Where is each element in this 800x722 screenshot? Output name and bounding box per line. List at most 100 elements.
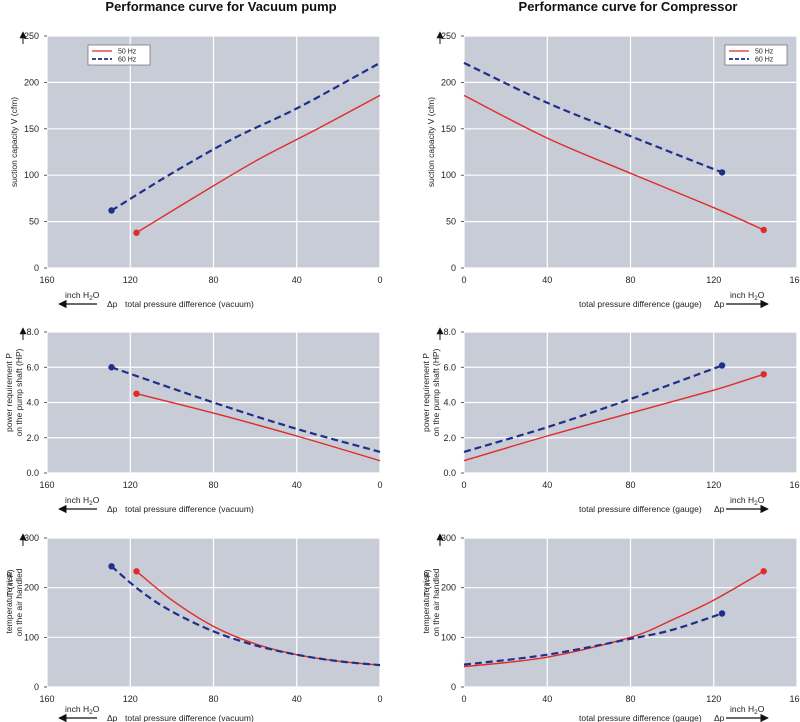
series-endpoint-50-hz bbox=[133, 390, 140, 397]
y-tick-label: 2.0 bbox=[443, 433, 456, 443]
x-tick-label: 0 bbox=[461, 275, 466, 285]
legend-box bbox=[87, 44, 151, 66]
x-tick-label: 160 bbox=[789, 275, 800, 285]
series-endpoint-50-hz bbox=[133, 229, 140, 236]
legend-label: 50 Hz bbox=[755, 49, 774, 56]
chart-comp-power: 0.0 2.0 4.0 6.0 8.0 0 40 80 120 160 power requirem… bbox=[421, 327, 800, 514]
x-tick-label: 120 bbox=[706, 275, 721, 285]
y-axis-unit-label: T (in F) bbox=[5, 569, 15, 596]
series-line-50-hz bbox=[136, 393, 381, 462]
series-line-50-hz bbox=[463, 373, 764, 462]
series-endpoint-50-hz bbox=[760, 568, 767, 575]
delta-p-symbol: Δp bbox=[714, 299, 725, 309]
x-tick-label: 120 bbox=[123, 694, 138, 704]
y-tick-label: 100 bbox=[24, 632, 39, 642]
y-tick-label: 200 bbox=[24, 583, 39, 593]
y-tick-label: 8.0 bbox=[26, 327, 39, 337]
series-line-60-hz bbox=[110, 61, 381, 212]
y-tick-label: 2.0 bbox=[26, 433, 39, 443]
x-axis-label: total pressure difference (vacuum) bbox=[125, 299, 254, 309]
y-tick-label: 0.0 bbox=[26, 468, 39, 478]
x-axis-label: total pressure difference (vacuum) bbox=[125, 713, 254, 722]
x-tick-label: 0 bbox=[461, 694, 466, 704]
x-tick-label: 0 bbox=[461, 480, 466, 490]
y-axis-label: temperature rise bbox=[4, 571, 14, 633]
x-tick-label: 120 bbox=[706, 694, 721, 704]
x-axis-label: total pressure difference (vacuum) bbox=[125, 504, 254, 514]
series-line-60-hz bbox=[463, 364, 723, 453]
series-endpoint-60-hz bbox=[108, 364, 115, 371]
x-tick-label: 0 bbox=[377, 275, 382, 285]
series-line-50-hz bbox=[463, 570, 765, 668]
chart-comp-suction: 0 50 100 150 200 250 0 40 80 120 160 suction capaci… bbox=[426, 31, 800, 309]
y-axis-label: power requirement P bbox=[4, 353, 14, 432]
x-tick-label: 120 bbox=[706, 480, 721, 490]
series-endpoint-60-hz bbox=[718, 610, 726, 617]
x-tick-label: 120 bbox=[123, 275, 138, 285]
legend-box bbox=[724, 44, 788, 66]
chart-comp-temp: 0 100 200 300 0 40 80 120 160 temperature riseon … bbox=[421, 533, 800, 722]
delta-p-symbol: Δp bbox=[107, 504, 118, 514]
unit-inch-h2o-comp-suction: inch H2O bbox=[730, 290, 765, 302]
delta-p-symbol: Δp bbox=[107, 299, 118, 309]
series-endpoint-60-hz bbox=[108, 563, 115, 570]
y-axis-label: on the air handled bbox=[14, 568, 24, 636]
x-tick-label: 120 bbox=[123, 480, 138, 490]
y-tick-label: 0.0 bbox=[443, 468, 456, 478]
unit-inch-h2o-vac-temp: inch H2O bbox=[65, 704, 100, 716]
x-axis-label: total pressure difference (gauge) bbox=[579, 713, 702, 722]
series-endpoint-50-hz bbox=[760, 226, 767, 234]
x-axis-label: total pressure difference (gauge) bbox=[579, 504, 702, 514]
series-line-60-hz bbox=[110, 565, 381, 667]
chart-vac-power: 0.0 2.0 4.0 6.0 8.0 160 120 80 40 0 power requirem… bbox=[4, 327, 383, 514]
y-axis-unit-label: T (in F) bbox=[422, 569, 432, 596]
x-tick-label: 0 bbox=[377, 480, 382, 490]
y-tick-label: 200 bbox=[441, 77, 456, 87]
x-tick-label: 40 bbox=[542, 275, 552, 285]
compressor-title: Performance curve for Compressor bbox=[519, 0, 738, 14]
y-tick-label: 4.0 bbox=[26, 398, 39, 408]
y-tick-label: 300 bbox=[24, 533, 39, 543]
y-axis-label: suction capacity V (cfm) bbox=[426, 97, 436, 187]
unit-inch-h2o-comp-power: inch H2O bbox=[730, 495, 765, 507]
x-tick-label: 80 bbox=[208, 275, 218, 285]
series-line-50-hz bbox=[463, 94, 764, 231]
series-endpoint-60-hz bbox=[108, 207, 115, 214]
chart-vac-suction: 0 50 100 150 200 250 160 120 80 40 0 suction capaci… bbox=[9, 31, 383, 309]
series-line-60-hz bbox=[463, 612, 723, 666]
y-tick-label: 6.0 bbox=[443, 362, 456, 372]
x-tick-label: 40 bbox=[542, 694, 552, 704]
x-tick-label: 160 bbox=[789, 480, 800, 490]
x-axis-label: total pressure difference (gauge) bbox=[579, 299, 702, 309]
x-tick-label: 40 bbox=[292, 275, 302, 285]
x-tick-label: 160 bbox=[789, 694, 800, 704]
y-axis-label: temperature rise bbox=[421, 571, 431, 633]
y-tick-label: 200 bbox=[441, 583, 456, 593]
y-tick-label: 50 bbox=[29, 217, 39, 227]
series-line-50-hz bbox=[136, 570, 381, 666]
y-tick-label: 0 bbox=[451, 263, 456, 273]
x-tick-label: 80 bbox=[208, 694, 218, 704]
delta-p-symbol: Δp bbox=[714, 504, 725, 514]
x-tick-label: 160 bbox=[39, 480, 54, 490]
y-tick-label: 4.0 bbox=[443, 398, 456, 408]
y-tick-label: 0 bbox=[34, 682, 39, 692]
y-tick-label: 0 bbox=[451, 682, 456, 692]
y-tick-label: 300 bbox=[441, 533, 456, 543]
y-axis-label: suction capacity V (cfm) bbox=[9, 97, 19, 187]
y-tick-label: 0 bbox=[34, 263, 39, 273]
x-tick-label: 40 bbox=[542, 480, 552, 490]
series-endpoint-60-hz bbox=[718, 169, 726, 176]
y-tick-label: 100 bbox=[24, 170, 39, 180]
x-tick-label: 40 bbox=[292, 480, 302, 490]
x-tick-label: 80 bbox=[625, 275, 635, 285]
y-tick-label: 200 bbox=[24, 77, 39, 87]
y-axis-label: on the air handled bbox=[431, 568, 441, 636]
unit-inch-h2o-vac-power: inch H2O bbox=[65, 495, 100, 507]
unit-inch-h2o-vac-suction: inch H2O bbox=[65, 290, 100, 302]
y-tick-label: 100 bbox=[441, 632, 456, 642]
y-tick-label: 6.0 bbox=[26, 362, 39, 372]
x-tick-label: 80 bbox=[208, 480, 218, 490]
